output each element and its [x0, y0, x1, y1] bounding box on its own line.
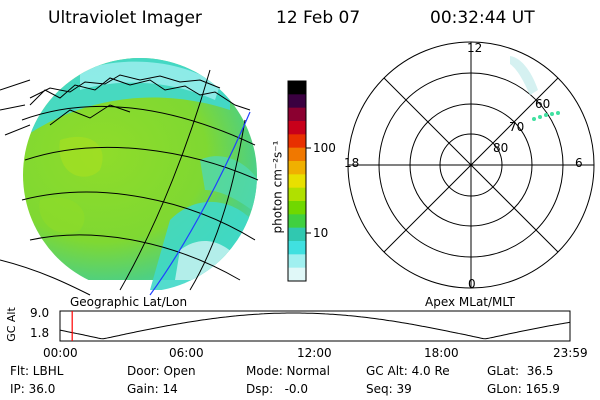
colorbar-cell	[288, 187, 306, 202]
colorbar-tick-10: 10	[313, 226, 329, 240]
polar-plot: 12 18 6 0 60 70 80	[344, 41, 595, 291]
colorbar-cell	[288, 267, 306, 282]
mlt-label-18: 18	[344, 156, 359, 170]
status-mode: Mode: Normal	[246, 364, 330, 378]
instrument-title: Ultraviolet Imager	[48, 8, 202, 28]
colorbar-tick-100: 100	[313, 141, 336, 155]
colorbar-cell	[288, 174, 306, 189]
altitude-ymax: 9.0	[30, 306, 50, 320]
colorbar-cell	[288, 121, 306, 135]
altitude-plot	[59, 310, 571, 342]
time-tick-0000: 00:00	[43, 346, 78, 360]
status-ip: IP: 36.0	[10, 382, 56, 396]
colorbar-unit-label: photon cm⁻²s⁻¹	[270, 140, 285, 234]
lat-label-70: 70	[509, 120, 524, 134]
status-gc-alt: GC Alt: 4.0 Re	[366, 364, 450, 378]
mlt-label-12: 12	[467, 41, 482, 55]
mlt-label-0: 0	[468, 277, 476, 291]
colorbar-cell	[288, 214, 306, 229]
lat-label-80: 80	[493, 141, 508, 155]
time-tick-1200: 12:00	[297, 346, 332, 360]
status-dsp: Dsp: -0.0	[246, 382, 309, 396]
time-label: 00:32:44 UT	[430, 8, 535, 28]
colorbar-cell	[288, 147, 306, 162]
time-tick-0600: 06:00	[169, 346, 204, 360]
status-seq: Seq: 39	[366, 382, 412, 396]
colorbar-cell	[288, 134, 306, 149]
altitude-ylabel: GC Alt	[4, 307, 18, 342]
geographic-image	[0, 58, 259, 296]
status-glat: GLat: 36.5	[487, 364, 554, 378]
colorbar-cell	[288, 241, 306, 255]
time-tick-1800: 18:00	[424, 346, 459, 360]
geographic-label: Geographic Lat/Lon	[70, 295, 188, 309]
colorbar-cell	[288, 201, 306, 215]
date-label: 12 Feb 07	[276, 8, 361, 28]
status-door: Door: Open	[127, 364, 196, 378]
colorbar	[287, 80, 311, 282]
colorbar-cell	[288, 107, 306, 122]
colorbar-cell	[288, 161, 306, 175]
colorbar-cell	[288, 227, 306, 242]
altitude-ymin: 1.8	[30, 326, 50, 340]
polar-label: Apex MLat/MLT	[425, 295, 515, 309]
colorbar-cell	[288, 94, 306, 109]
status-glon: GLon: 165.9	[487, 382, 560, 396]
time-tick-2359: 23:59	[553, 346, 588, 360]
lat-label-60: 60	[535, 97, 550, 111]
mlt-label-6: 6	[575, 156, 583, 170]
colorbar-cell	[288, 254, 306, 269]
colorbar-cell	[288, 81, 306, 95]
status-gain: Gain: 14	[127, 382, 178, 396]
status-filter: Flt: LBHL	[10, 364, 64, 378]
